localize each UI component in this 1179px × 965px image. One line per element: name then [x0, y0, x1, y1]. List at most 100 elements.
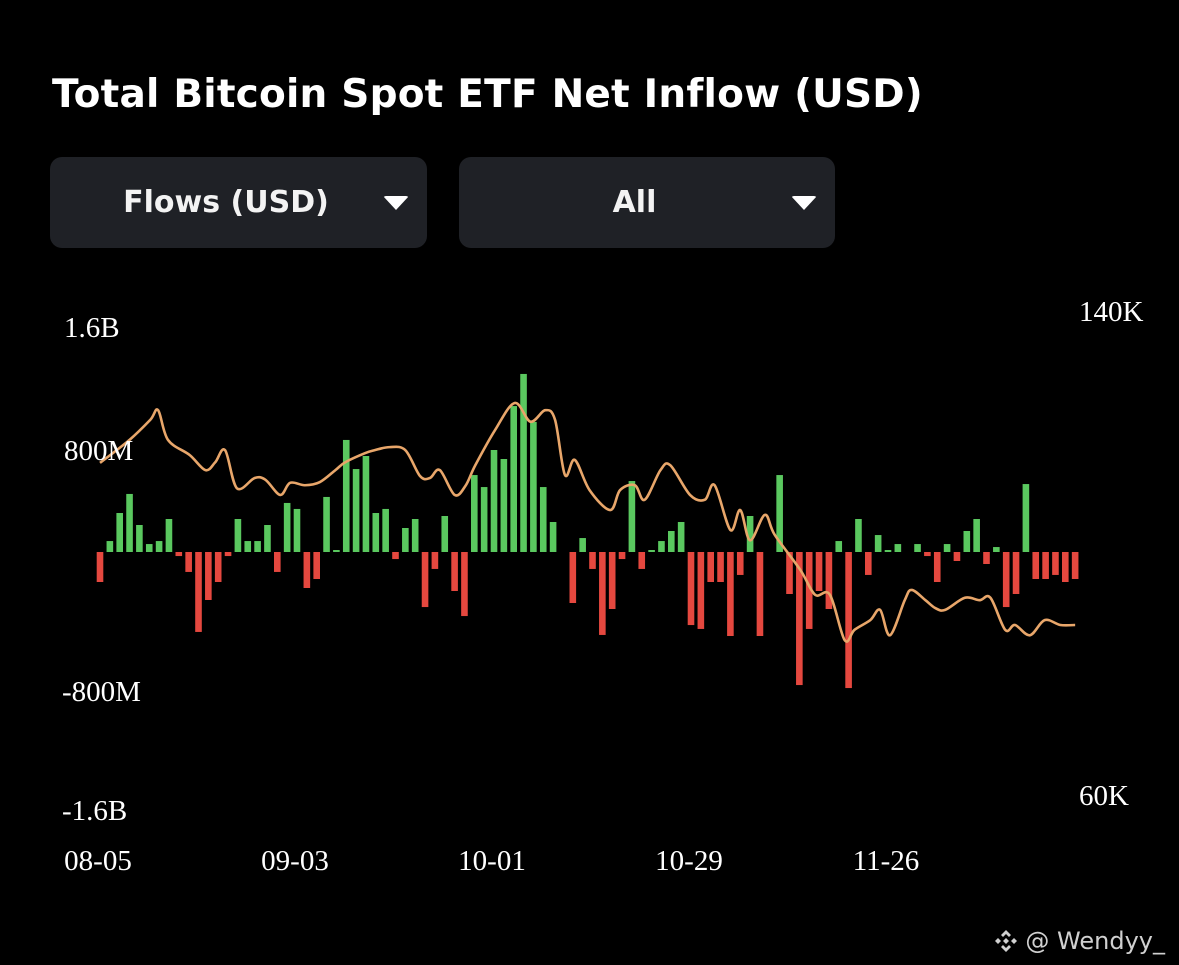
inflow-bar: [855, 519, 862, 552]
inflow-bar: [411, 519, 419, 552]
outflow-bar: [461, 552, 468, 617]
x-axis-tick: 10-01: [458, 845, 526, 877]
outflow-bar: [1052, 552, 1059, 575]
outflow-bar: [608, 552, 616, 609]
inflow-bar: [333, 550, 340, 552]
outflow-bar: [845, 552, 852, 689]
outflow-bar: [1042, 552, 1049, 579]
inflow-bar: [382, 508, 389, 552]
outflow-bar: [953, 552, 961, 561]
bar-series: [96, 373, 1079, 689]
inflow-bar: [145, 544, 153, 552]
inflow-bar: [136, 525, 143, 552]
outflow-bar: [707, 552, 714, 582]
outflow-bar: [431, 552, 439, 569]
outflow-bar: [805, 552, 813, 629]
inflow-bar: [165, 519, 173, 552]
watermark: @ Wendyy_: [993, 927, 1165, 955]
left-axis-tick: -800M: [62, 676, 141, 708]
outflow-bar: [933, 552, 941, 582]
inflow-bar: [510, 406, 517, 552]
chart-title: Total Bitcoin Spot ETF Net Inflow (USD): [52, 72, 923, 117]
inflow-bar: [234, 519, 242, 552]
left-axis-tick: 1.6B: [64, 312, 120, 344]
outflow-bar: [303, 552, 311, 588]
inflow-bar: [835, 541, 843, 552]
outflow-bar: [1032, 552, 1040, 579]
outflow-bar: [1002, 552, 1010, 608]
outflow-bar: [1062, 552, 1069, 582]
inflow-bar: [116, 513, 123, 552]
x-axis-tick: 11-26: [853, 845, 920, 877]
range-dropdown[interactable]: All: [459, 157, 835, 248]
outflow-bar: [983, 552, 990, 564]
outflow-bar: [185, 552, 192, 572]
inflow-bar: [648, 550, 655, 552]
metric-dropdown-value: Flows (USD): [123, 185, 329, 220]
outflow-bar: [924, 552, 931, 557]
outflow-bar: [274, 552, 281, 572]
inflow-bar: [993, 547, 1000, 552]
right-axis-tick: 60K: [1079, 780, 1129, 812]
outflow-bar: [214, 552, 222, 582]
watermark-text: @ Wendyy_: [1025, 927, 1165, 955]
outflow-bar: [825, 552, 833, 609]
outflow-bar: [638, 552, 646, 569]
left-axis-tick: -1.6B: [62, 795, 127, 827]
outflow-bar: [175, 552, 183, 557]
inflow-bar: [530, 421, 537, 552]
inflow-bar: [668, 531, 675, 552]
price-line: [99, 401, 1076, 643]
caret-down-icon: [383, 196, 409, 210]
outflow-bar: [451, 552, 458, 591]
outflow-bar: [618, 552, 626, 560]
inflow-bar: [106, 541, 114, 552]
inflow-bar: [914, 544, 921, 552]
inflow-bar: [874, 535, 882, 552]
binance-logo-icon: [995, 930, 1018, 952]
outflow-bar: [687, 552, 695, 626]
outflow-bar: [313, 552, 320, 579]
inflow-bar: [264, 525, 271, 552]
inflow-bar: [372, 513, 380, 552]
inflow-bar: [352, 469, 360, 552]
inflow-bar: [539, 487, 547, 552]
inflow-bar: [500, 459, 508, 552]
inflow-bar: [776, 475, 783, 552]
inflow-bar: [490, 450, 498, 552]
caret-down-icon: [791, 196, 817, 210]
x-axis-tick: 09-03: [261, 845, 329, 877]
inflow-bar: [973, 519, 980, 552]
outflow-bar: [727, 552, 734, 636]
x-axis-tick: 08-05: [64, 845, 132, 877]
inflow-bar: [323, 496, 330, 552]
inflow-bar: [677, 522, 685, 552]
outflow-bar: [786, 552, 793, 594]
outflow-bar: [865, 552, 872, 575]
inflow-bar: [746, 516, 754, 552]
inflow-bar: [254, 541, 261, 552]
inflow-bar: [579, 538, 586, 552]
outflow-bar: [96, 552, 104, 582]
inflow-bar: [658, 541, 665, 552]
inflow-bar: [441, 516, 449, 552]
inflow-bar: [943, 544, 951, 552]
inflow-bar: [244, 541, 252, 552]
outflow-bar: [224, 552, 232, 557]
left-axis-tick: 800M: [64, 435, 133, 467]
right-axis-tick: 140K: [1079, 296, 1144, 328]
inflow-bar: [471, 475, 478, 552]
outflow-bar: [569, 552, 577, 603]
inflow-bar: [963, 531, 971, 552]
outflow-bar: [717, 552, 724, 582]
inflow-bar: [126, 493, 133, 552]
outflow-bar: [599, 552, 606, 635]
outflow-bar: [589, 552, 596, 569]
metric-dropdown[interactable]: Flows (USD): [50, 157, 427, 248]
inflow-bar: [884, 550, 892, 552]
outflow-bar: [756, 552, 764, 636]
inflow-bar: [155, 541, 163, 552]
outflow-bar: [736, 552, 744, 575]
outflow-bar: [697, 552, 705, 629]
